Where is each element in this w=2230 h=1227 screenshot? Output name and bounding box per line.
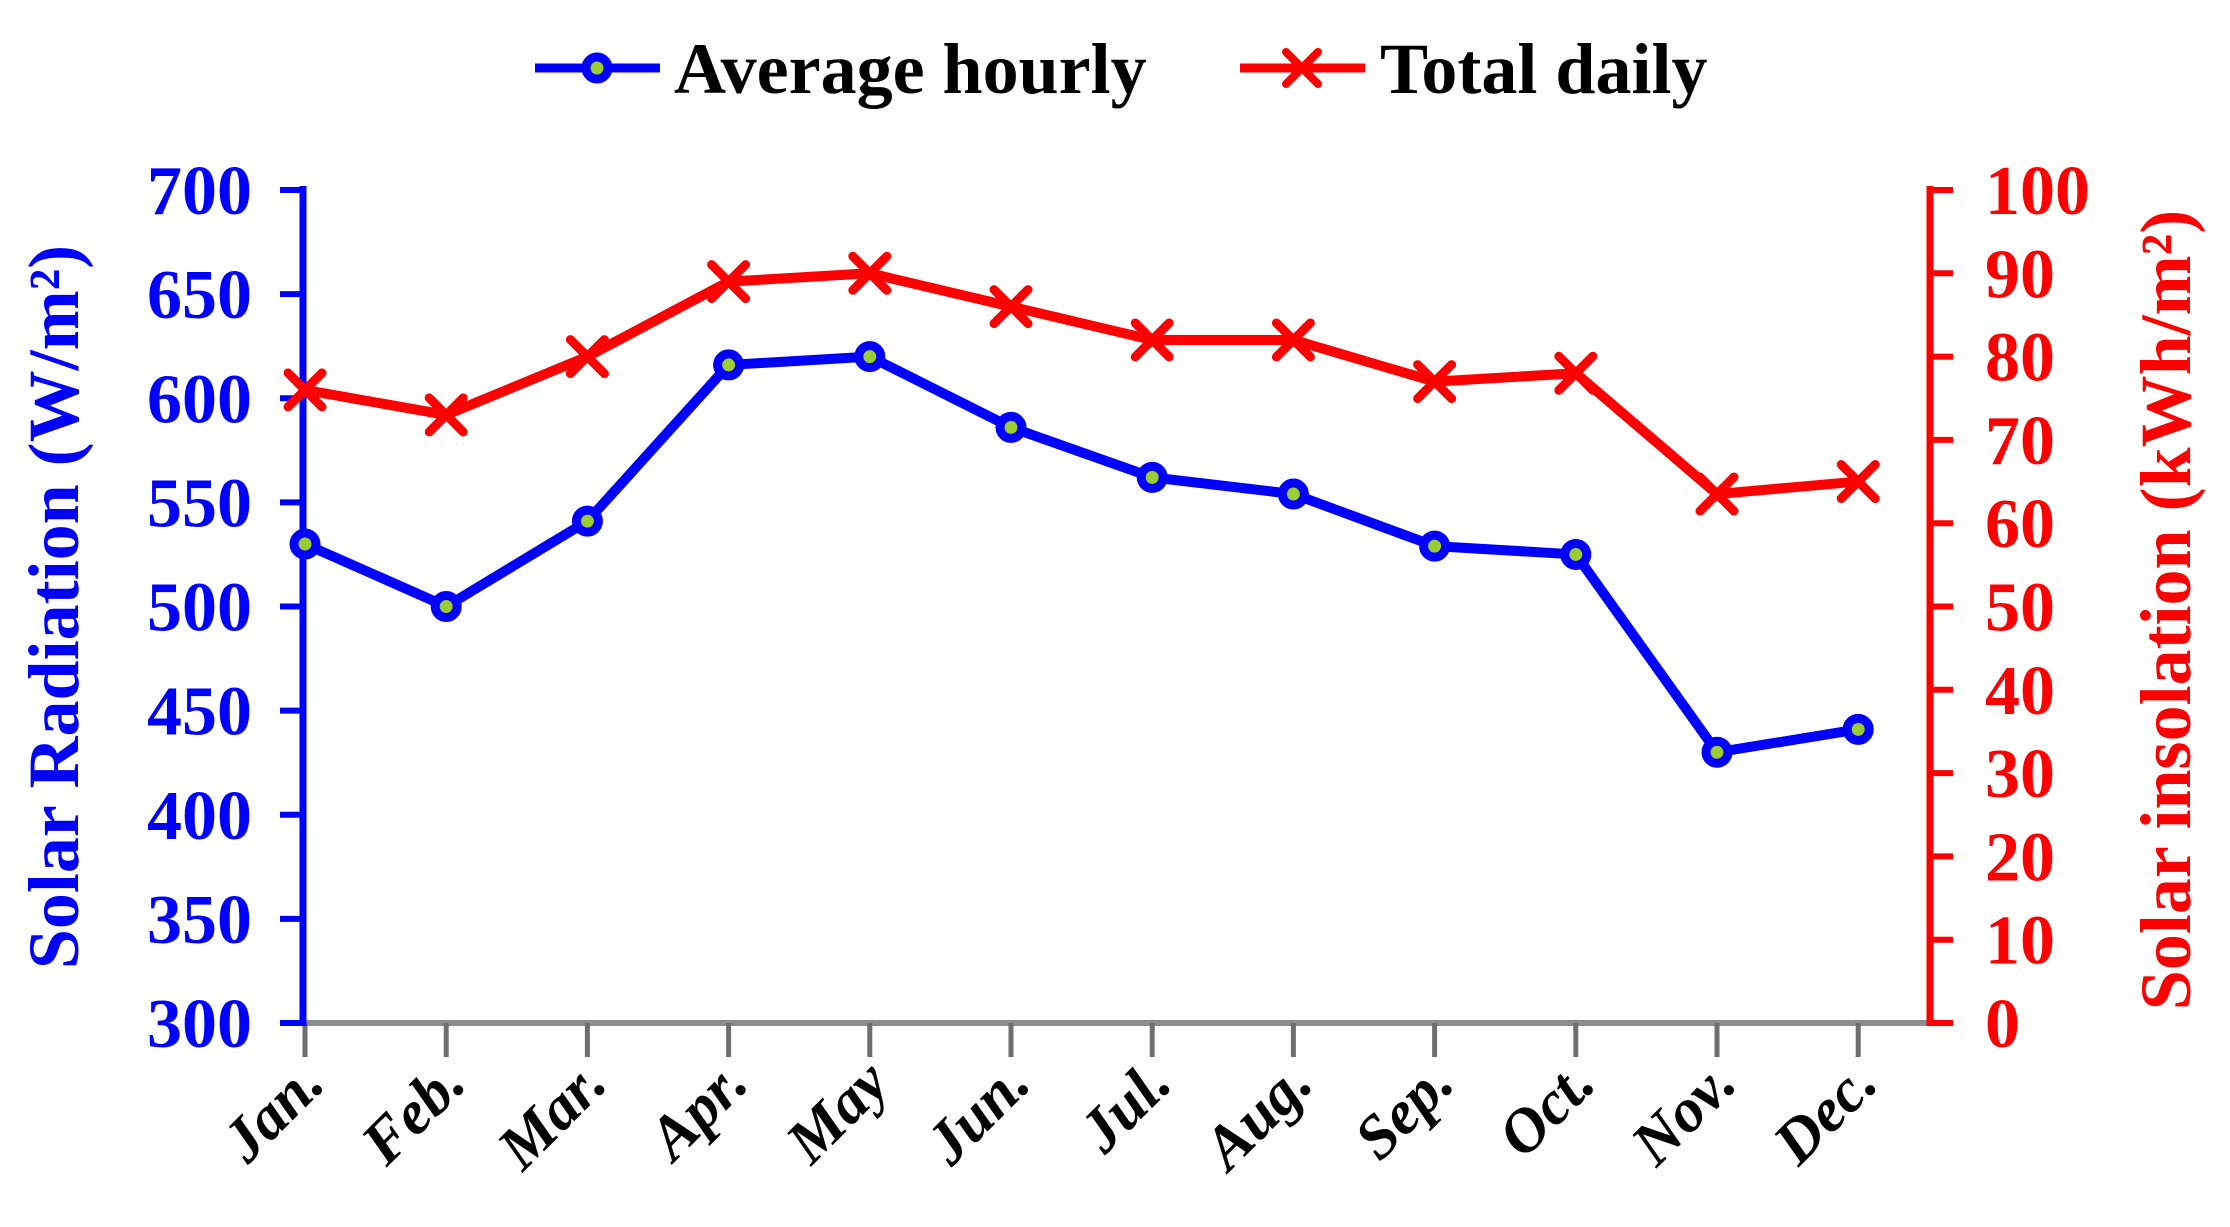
y-left-tick-label-7: 350 — [147, 882, 252, 959]
legend-x-marker-icon — [1282, 48, 1322, 88]
x-axis-label-6: Jul. — [1066, 1048, 1184, 1166]
y-right-tick-label-6: 40 — [1985, 653, 2055, 730]
x-axis-label-3: Apr. — [633, 1048, 761, 1176]
y-right-tick-label-0: 100 — [1985, 153, 2090, 230]
average-hourly-point-4 — [854, 341, 886, 373]
total-daily-point-0 — [283, 368, 327, 412]
x-axis-label-7: Aug. — [1188, 1048, 1325, 1185]
legend: Average hourly Total daily — [535, 29, 1707, 109]
x-axis-label-11: Dec. — [1760, 1048, 1890, 1178]
y-left-tick-label-1: 650 — [147, 257, 252, 334]
total-daily-point-2 — [565, 335, 609, 379]
y-left-tick-label-0: 700 — [147, 153, 252, 230]
average-hourly-point-8 — [1419, 530, 1451, 562]
y-right-tick-label-7: 30 — [1985, 736, 2055, 813]
y-right-tick-label-1: 90 — [1985, 236, 2055, 313]
y-left-tick-label-3: 550 — [147, 465, 252, 542]
y-left-tick-label-5: 450 — [147, 674, 252, 751]
y-right-tick-label-3: 70 — [1985, 403, 2055, 480]
average-hourly-point-6 — [1136, 461, 1168, 493]
legend-label-average-hourly: Average hourly — [674, 29, 1147, 109]
average-hourly-point-1 — [430, 591, 462, 622]
total-daily-point-5 — [989, 285, 1033, 329]
axes-layer: Jan. Feb. Mar. Apr. May Jun. Jul. Aug. Sep. Oct. N… — [14, 153, 2206, 1185]
series-line-average-hourly — [300, 351, 1864, 758]
y-right-tick-label-4: 60 — [1985, 486, 2055, 563]
total-daily-point-4 — [848, 251, 892, 295]
average-hourly-point-11 — [1842, 713, 1874, 745]
y-left-tick-label-4: 500 — [147, 570, 252, 647]
average-hourly-point-2 — [571, 505, 603, 537]
y-right-axis-title: Solar insolation (kWh/m²) — [2126, 210, 2206, 1010]
y-left-tick-label-2: 600 — [147, 361, 252, 438]
y-right-tick-label-5: 50 — [1985, 570, 2055, 647]
x-axis-label-0: Jan. — [209, 1048, 337, 1176]
x-axis-label-10: Nov. — [1618, 1048, 1749, 1179]
y-right-tick-label-9: 10 — [1985, 903, 2055, 980]
total-daily-point-11 — [1836, 460, 1880, 504]
y-right-tick-label-2: 80 — [1985, 320, 2055, 397]
series-layer — [283, 251, 1880, 768]
average-hourly-point-9 — [1560, 538, 1592, 570]
x-axis-label-1: Feb. — [348, 1048, 478, 1178]
y-right-tick-label-10: 0 — [1985, 986, 2020, 1063]
x-axis-label-2: Mar. — [484, 1048, 619, 1183]
total-daily-point-8 — [1413, 360, 1457, 404]
y-left-tick-label-8: 300 — [147, 986, 252, 1063]
total-daily-point-9 — [1554, 351, 1598, 395]
average-hourly-point-3 — [713, 349, 745, 381]
x-axis-label-9: Oct. — [1485, 1048, 1607, 1170]
y-left-tick-label-6: 400 — [147, 778, 252, 855]
y-right-tick-label-8: 20 — [1985, 819, 2055, 896]
x-axis-label-4: May — [773, 1047, 902, 1176]
legend-circle-marker-icon — [581, 52, 613, 84]
average-hourly-point-7 — [1277, 478, 1309, 510]
total-daily-point-10 — [1695, 472, 1739, 516]
total-daily-point-6 — [1130, 318, 1174, 362]
x-axis-label-5: Jun. — [912, 1048, 1042, 1178]
average-hourly-point-0 — [289, 528, 321, 560]
average-hourly-point-10 — [1701, 736, 1733, 768]
average-hourly-point-5 — [995, 411, 1027, 443]
total-daily-point-1 — [424, 393, 468, 437]
legend-label-total-daily: Total daily — [1380, 29, 1707, 109]
series-line-total-daily — [300, 268, 1864, 500]
x-axis-label-8: Sep. — [1342, 1048, 1467, 1173]
y-left-axis-title: Solar Radiation (W/m²) — [14, 245, 94, 969]
total-daily-point-7 — [1271, 318, 1315, 362]
total-daily-point-3 — [707, 260, 751, 304]
